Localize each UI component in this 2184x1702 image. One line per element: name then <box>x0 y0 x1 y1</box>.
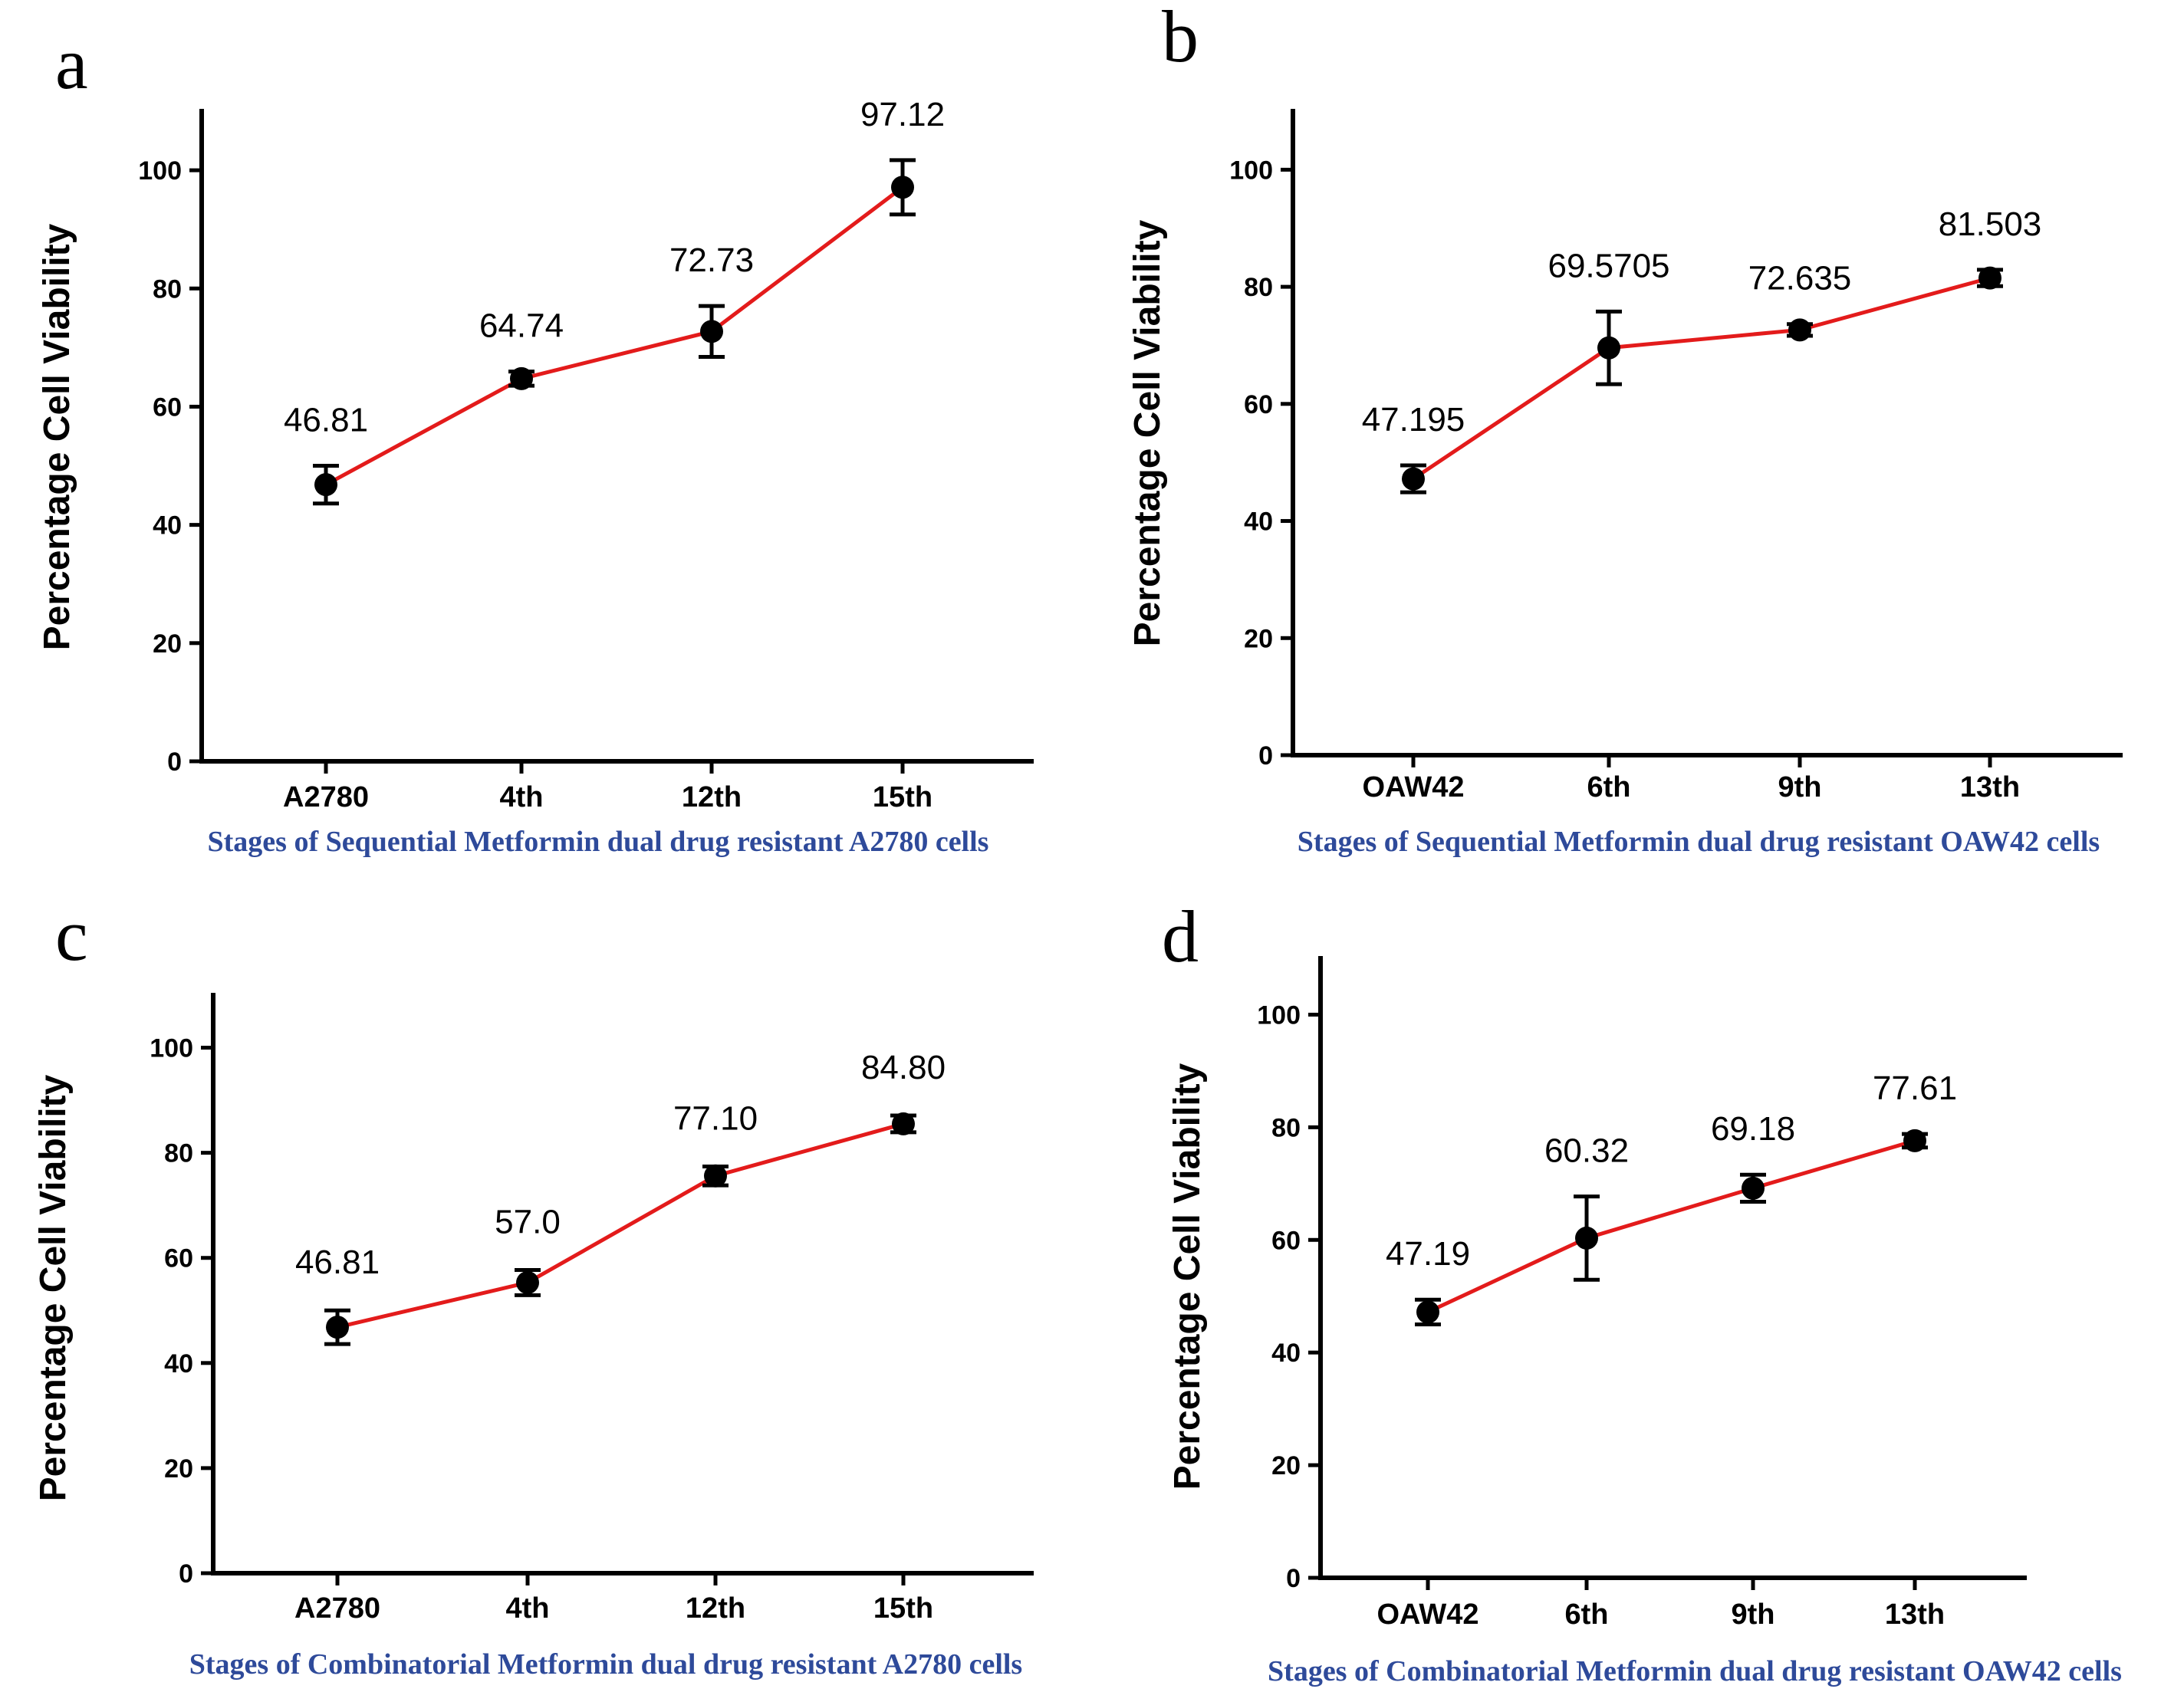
series-line <box>1412 276 1991 481</box>
x-tick-label: 9th <box>1732 1598 1775 1631</box>
data-label: 97.12 <box>860 96 945 133</box>
x-tick-label: 4th <box>506 1592 550 1625</box>
x-tick-label: A2780 <box>294 1592 380 1625</box>
chart-panel-a: a 0 20 40 60 80 100 A2780 4th 12th 15th Percentage … <box>37 22 1034 858</box>
y-tick-label: 100 <box>1257 1001 1301 1030</box>
y-tick-label: 80 <box>164 1139 193 1168</box>
y-axis-label: Percentage Cell Viability <box>37 223 77 650</box>
data-label: 47.19 <box>1386 1235 1470 1273</box>
x-axis-label: Stages of Combinatorial Metformin dual d… <box>189 1648 1022 1681</box>
x-tick-label: 12th <box>686 1592 745 1625</box>
y-tick-label: 100 <box>1229 156 1273 185</box>
y-tick-label: 80 <box>1244 273 1273 302</box>
data-point <box>1402 467 1425 491</box>
y-tick-label: 20 <box>164 1454 193 1484</box>
y-tick-label: 60 <box>164 1244 193 1273</box>
y-tick-label: 0 <box>1258 741 1273 770</box>
x-tick-label: 15th <box>873 781 932 813</box>
x-axis-label: Stages of Sequential Metformin dual drug… <box>208 826 989 858</box>
x-tick-label: 12th <box>682 781 742 813</box>
x-tick-label: 15th <box>873 1592 933 1625</box>
data-point <box>891 176 914 199</box>
data-label: 77.61 <box>1873 1070 1957 1107</box>
series-line <box>1426 1138 1916 1314</box>
y-tick-label: 80 <box>153 274 182 304</box>
y-tick-label: 100 <box>150 1034 193 1063</box>
y-axis-label: Percentage Cell Viability <box>1167 1063 1208 1490</box>
y-axis-label: Percentage Cell Viability <box>33 1074 74 1501</box>
panel-letter: c <box>55 894 88 976</box>
data-label: 47.195 <box>1362 401 1465 439</box>
data-label: 60.32 <box>1544 1132 1629 1170</box>
x-tick-label: 6th <box>1565 1598 1609 1631</box>
x-tick-label: 4th <box>500 781 544 813</box>
chart-panel-d: d 0 20 40 60 80 100 OAW42 6th 9th 13th Percentage C… <box>1162 895 2122 1687</box>
data-label: 77.10 <box>673 1099 758 1137</box>
data-point <box>1597 336 1620 360</box>
data-point <box>326 1316 349 1339</box>
x-axis-label: Stages of Sequential Metformin dual drug… <box>1298 826 2100 858</box>
y-tick-label: 80 <box>1271 1113 1301 1142</box>
panel-letter: d <box>1162 895 1199 978</box>
data-point <box>1416 1300 1439 1324</box>
y-axis-label: Percentage Cell Viability <box>1127 219 1168 646</box>
y-tick-label: 20 <box>153 629 182 659</box>
data-label: 46.81 <box>284 401 368 439</box>
data-label: 69.5705 <box>1548 247 1669 284</box>
data-label: 57.0 <box>495 1203 561 1240</box>
x-tick-label: 6th <box>1587 771 1631 803</box>
x-tick-label: 9th <box>1778 771 1822 803</box>
y-tick-label: 0 <box>167 748 182 777</box>
data-point <box>700 320 723 343</box>
x-tick-label: OAW42 <box>1377 1598 1478 1631</box>
data-label: 72.73 <box>669 242 754 279</box>
data-label: 84.80 <box>861 1049 946 1086</box>
data-label: 69.18 <box>1711 1110 1795 1148</box>
panel-letter: b <box>1162 0 1199 77</box>
y-tick-label: 0 <box>1286 1564 1301 1593</box>
series-line <box>324 186 904 487</box>
y-tick-label: 40 <box>1271 1339 1301 1368</box>
y-tick-label: 40 <box>153 511 182 540</box>
y-tick-label: 0 <box>179 1559 193 1589</box>
data-point <box>516 1270 539 1294</box>
y-tick-label: 60 <box>153 393 182 422</box>
data-point <box>1978 266 2001 290</box>
chart-panel-b: b 0 20 40 60 80 100 OAW42 6th 9th 13th Percentage C… <box>1127 0 2123 858</box>
data-point <box>892 1112 915 1135</box>
data-point <box>314 473 337 497</box>
series-line <box>337 1122 904 1329</box>
x-tick-label: 13th <box>1885 1598 1945 1631</box>
y-tick-label: 40 <box>1244 508 1273 537</box>
data-point <box>1903 1129 1926 1152</box>
x-tick-label: 13th <box>1960 771 2020 803</box>
data-label: 64.74 <box>479 307 564 345</box>
data-point <box>1788 318 1811 342</box>
data-label: 46.81 <box>295 1244 380 1281</box>
panel-letter: a <box>55 22 88 104</box>
y-tick-label: 20 <box>1271 1451 1301 1480</box>
x-axis-label: Stages of Combinatorial Metformin dual d… <box>1268 1655 2122 1687</box>
x-tick-label: OAW42 <box>1362 771 1464 803</box>
chart-panel-c: c 0 20 40 60 80 100 A2780 4th 12th 15th Percentage … <box>33 894 1034 1681</box>
data-point <box>1742 1176 1765 1200</box>
y-tick-label: 100 <box>138 156 182 186</box>
data-point <box>1575 1226 1598 1250</box>
y-tick-label: 20 <box>1244 624 1273 653</box>
data-label: 72.635 <box>1748 260 1852 297</box>
y-tick-label: 60 <box>1271 1226 1301 1255</box>
data-point <box>510 366 533 390</box>
y-tick-label: 60 <box>1244 390 1273 419</box>
data-label: 81.503 <box>1939 205 2042 243</box>
x-tick-label: A2780 <box>283 781 369 813</box>
y-tick-label: 40 <box>164 1349 193 1378</box>
data-point <box>704 1164 727 1188</box>
